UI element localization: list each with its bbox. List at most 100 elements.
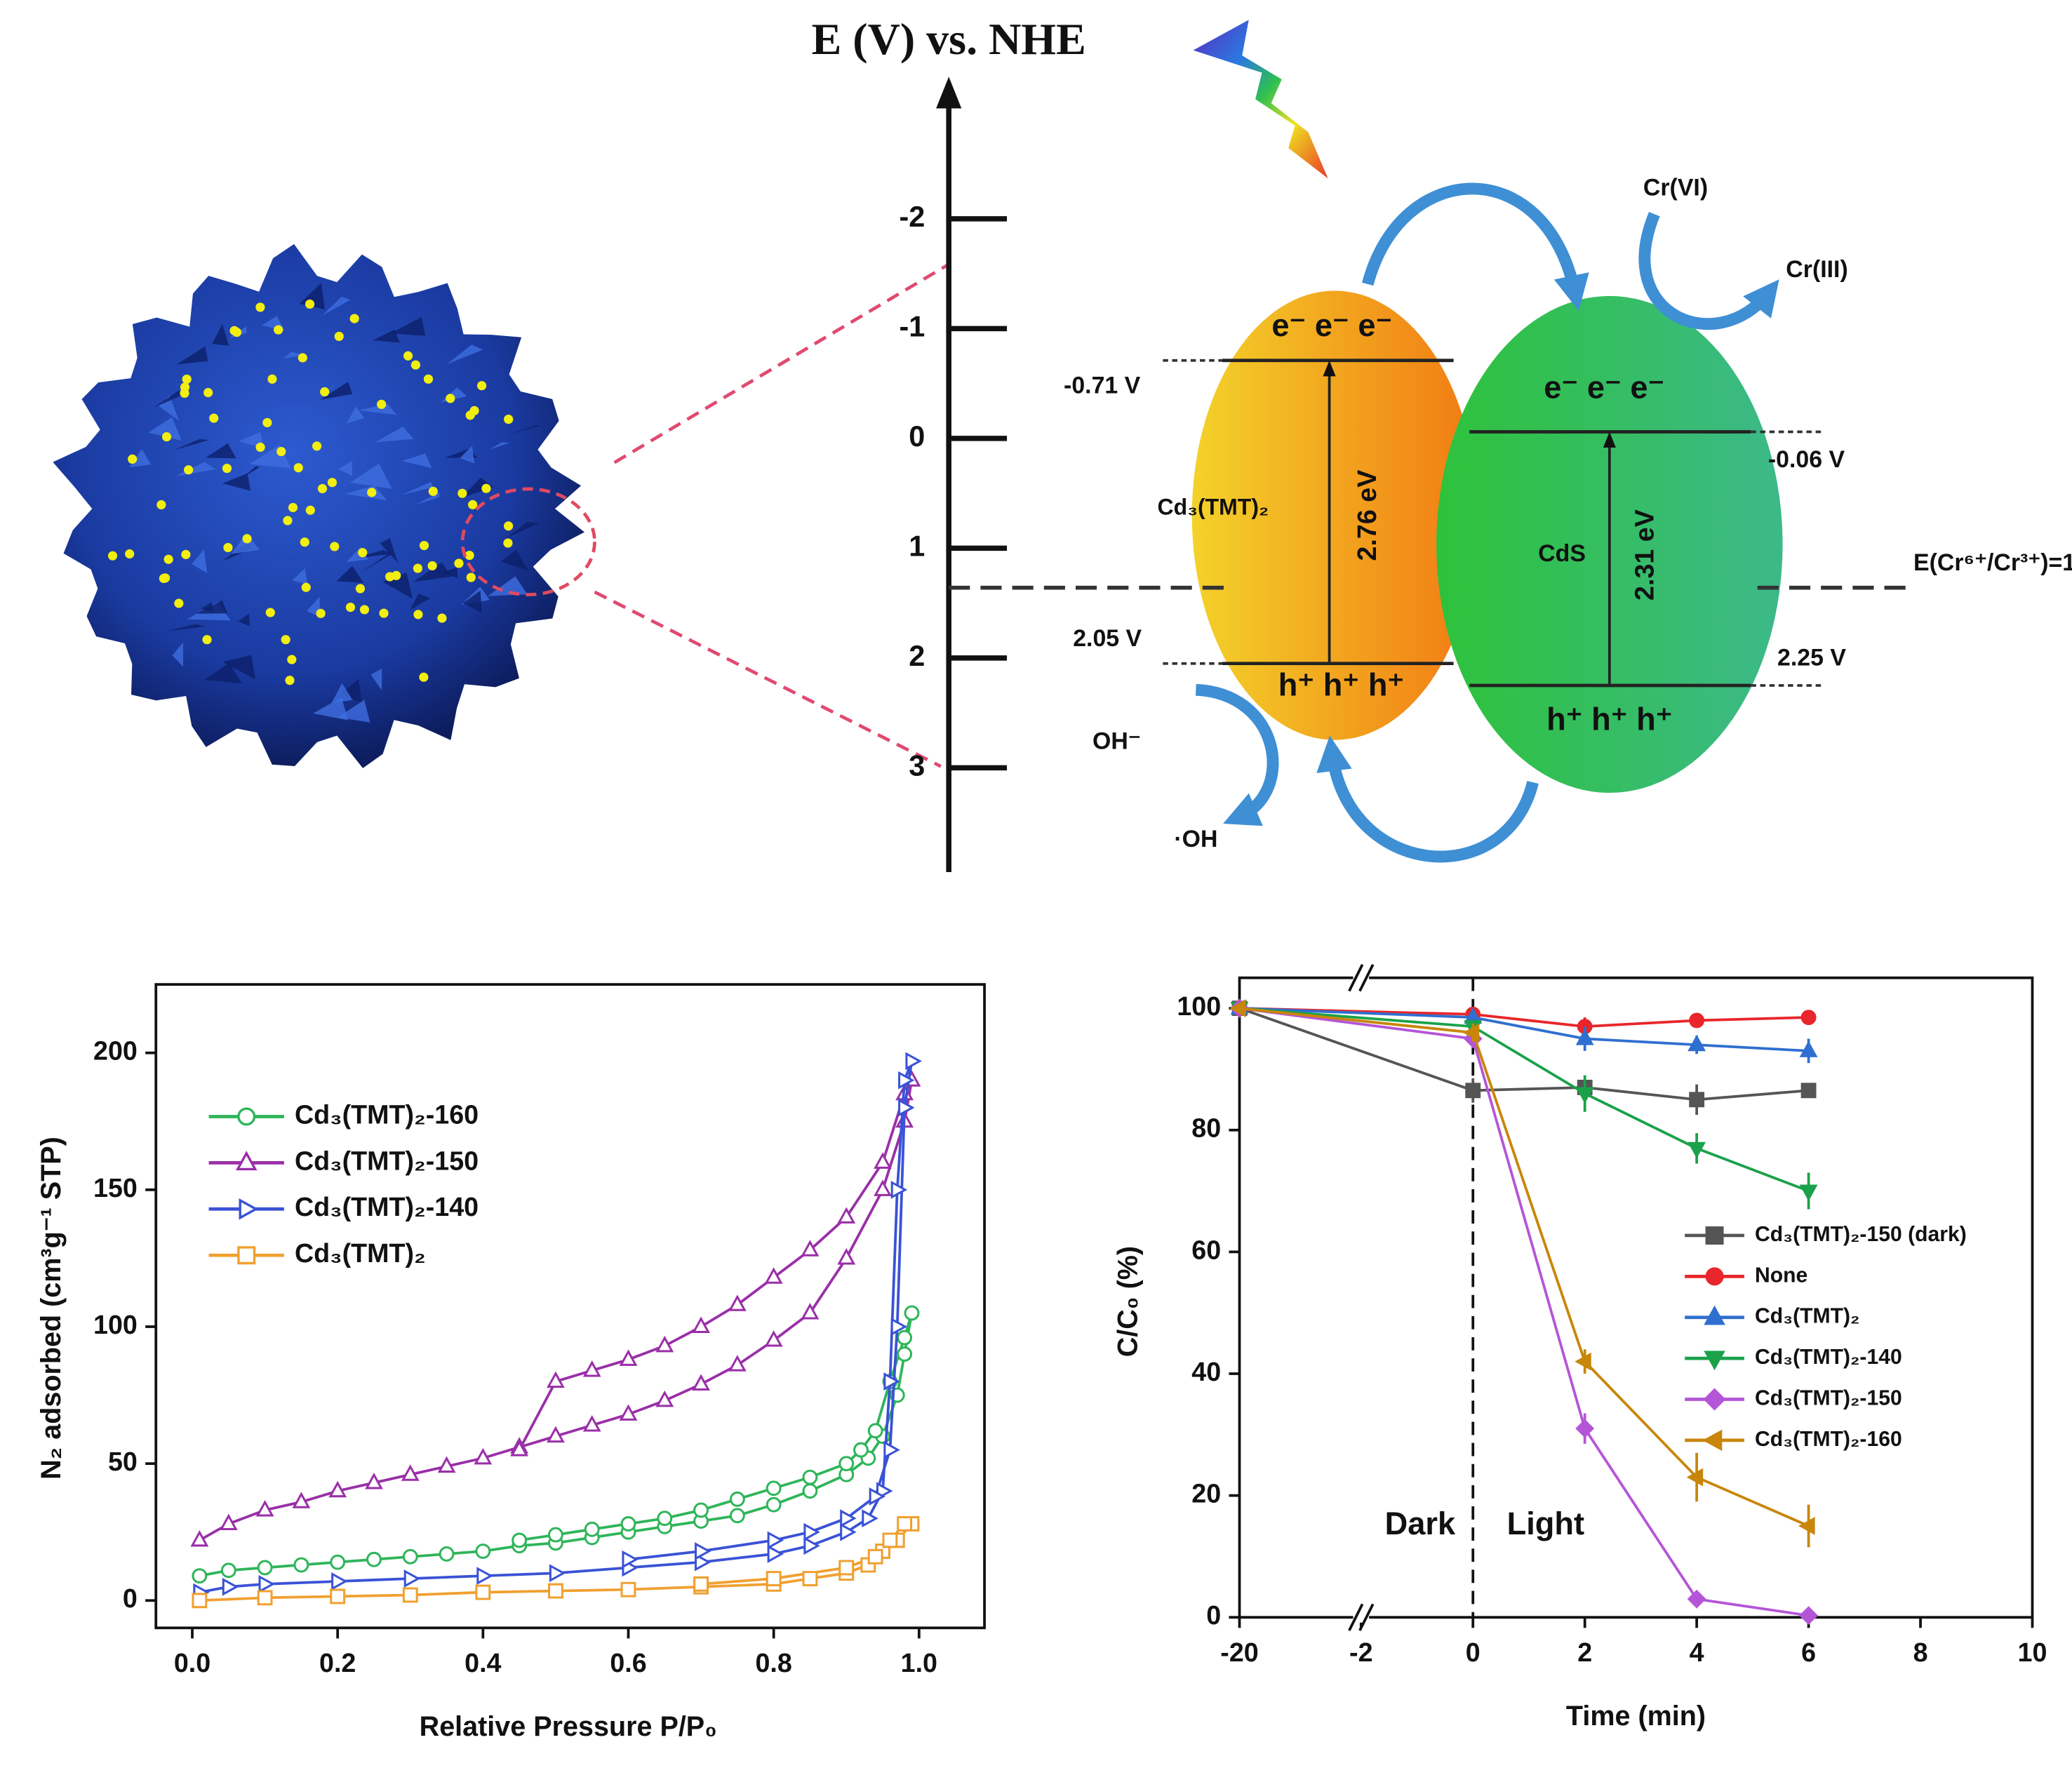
particle-dot xyxy=(305,299,315,309)
data-point xyxy=(802,1571,818,1586)
series-line xyxy=(1239,1007,1810,1193)
data-point xyxy=(692,1316,710,1334)
data-point xyxy=(1575,1087,1594,1104)
particle-dot xyxy=(281,635,290,645)
y-axis-label: N₂ adsorbed (cm³g⁻¹ STP) xyxy=(36,1137,67,1480)
data-point xyxy=(582,1360,601,1377)
species-label: Cr(VI) xyxy=(1643,174,1708,201)
data-point xyxy=(802,1469,818,1485)
particle-dot xyxy=(267,374,277,384)
particle-dot xyxy=(312,441,322,451)
particle-dot xyxy=(419,672,429,682)
annotation: Light xyxy=(1507,1506,1584,1541)
data-point xyxy=(190,1529,209,1547)
particle-flake xyxy=(153,390,187,408)
y-tick-label: 200 xyxy=(93,1036,138,1066)
particle-dot xyxy=(180,382,190,392)
particle-dot xyxy=(242,534,252,544)
particle-dot xyxy=(320,387,330,397)
particle-dot xyxy=(359,605,370,615)
energy-tick-label: 3 xyxy=(909,749,925,782)
annotation: Dark xyxy=(1385,1506,1456,1541)
particle-flake xyxy=(345,485,387,501)
x-tick-label: 1.0 xyxy=(901,1648,937,1677)
series-line xyxy=(199,1079,914,1542)
particle-dot xyxy=(413,563,423,573)
data-point xyxy=(655,1335,674,1353)
data-point xyxy=(1686,1468,1704,1487)
data-point xyxy=(838,1456,855,1472)
data-point xyxy=(220,1562,236,1579)
data-point xyxy=(767,1531,784,1550)
x-tick-label: 10 xyxy=(2018,1638,2047,1667)
particle-dot xyxy=(457,488,467,498)
y-tick-label: 20 xyxy=(1191,1479,1221,1508)
energy-tick-label: 2 xyxy=(909,639,925,672)
particle-dot xyxy=(379,608,389,618)
data-point xyxy=(802,1483,818,1499)
particle-dot xyxy=(410,360,421,370)
particle-dot xyxy=(423,374,434,384)
particle-flake xyxy=(488,576,528,596)
particle-dot xyxy=(288,502,298,513)
particle-dot xyxy=(293,463,303,473)
data-point xyxy=(867,1423,883,1439)
data-point xyxy=(1687,1141,1706,1159)
x-tick-label: 0.6 xyxy=(610,1648,646,1677)
holes-label: h⁺ h⁺ h⁺ xyxy=(1278,667,1404,702)
particle-dot xyxy=(107,551,118,561)
data-point xyxy=(693,1502,709,1518)
data-point xyxy=(803,1522,820,1541)
plot-frame xyxy=(1238,976,2034,1619)
particle-dot xyxy=(377,399,387,409)
legend-label: Cd₃(TMT)₂-150 (dark) xyxy=(1755,1223,1967,1246)
data-point xyxy=(330,1588,346,1605)
data-point xyxy=(1577,1019,1593,1035)
y-tick-label: 100 xyxy=(1177,991,1221,1021)
legend-marker xyxy=(1703,1388,1726,1411)
particle-dot xyxy=(287,655,297,664)
data-point xyxy=(1575,1419,1595,1438)
band-gap-label: 2.31 eV xyxy=(1630,509,1659,601)
particle-dot xyxy=(209,413,219,423)
data-point xyxy=(1799,1040,1818,1057)
particle-dot xyxy=(222,463,232,474)
particle-flake xyxy=(504,522,540,539)
particle-dot xyxy=(464,550,474,561)
x-tick-label: 0.4 xyxy=(464,1648,501,1677)
legend-label: Cd₃(TMT)₂-150 xyxy=(295,1146,479,1175)
particle-flake xyxy=(461,477,494,498)
data-point xyxy=(510,1440,529,1456)
particle-dot xyxy=(367,488,377,497)
data-point xyxy=(883,1440,900,1459)
data-point xyxy=(801,1240,820,1257)
band-diagram: -2 -1 0 1 2 3 -0.71 V 2.05 V -0.06 V 2.25 V E(Cr⁶⁺… xyxy=(899,76,2072,873)
data-point xyxy=(1575,1029,1594,1045)
particle-flake xyxy=(282,351,304,359)
x-axis-label: Relative Pressure P/P₀ xyxy=(420,1711,717,1742)
data-point xyxy=(853,1442,869,1458)
data-point xyxy=(695,1553,711,1572)
particle-dot xyxy=(184,465,194,475)
diagram-title: E (V) vs. NHE xyxy=(812,14,1086,64)
particle-flake xyxy=(346,406,365,424)
particle-dot xyxy=(330,542,340,551)
isotherm-chart: 0.0 0.2 0.4 0.6 0.8 1.0 0 50 100 150 200 Relative P… xyxy=(36,983,986,1742)
particle-dot xyxy=(305,505,315,515)
particle-dot xyxy=(174,598,184,608)
particle-dot xyxy=(446,394,455,403)
x-tick-label: 0 xyxy=(1466,1638,1481,1667)
data-point xyxy=(764,1330,783,1347)
data-point xyxy=(474,1447,493,1465)
particle-dot xyxy=(285,676,295,685)
data-point xyxy=(549,1564,566,1583)
particle-flake xyxy=(506,424,540,435)
data-point xyxy=(1575,1352,1591,1371)
particle-flake xyxy=(212,323,229,346)
particle-flake xyxy=(222,473,251,491)
particle-dot xyxy=(465,410,475,420)
data-point xyxy=(869,1487,886,1506)
data-point xyxy=(764,1267,783,1284)
data-point xyxy=(695,1542,711,1560)
data-point xyxy=(728,1355,747,1372)
